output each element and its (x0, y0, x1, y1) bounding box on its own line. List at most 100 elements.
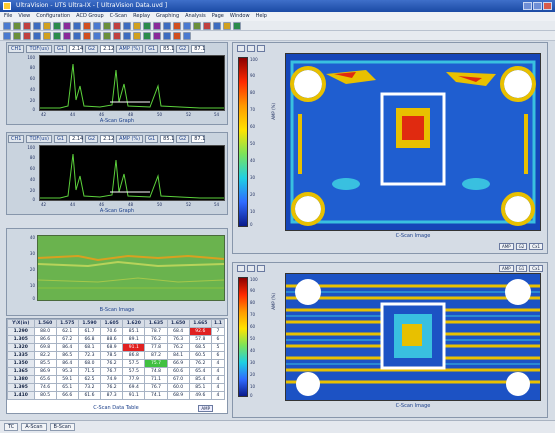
toolbar-button[interactable] (73, 32, 81, 40)
table-cell[interactable]: 85.4 (188, 375, 212, 384)
table-cell[interactable]: 60.0 (166, 383, 190, 392)
table-cell[interactable]: 76.2 (100, 359, 124, 368)
table-cell[interactable]: 74.9 (100, 375, 124, 384)
cursor-button[interactable] (247, 265, 255, 272)
toolbar-button[interactable] (83, 32, 91, 40)
table-row[interactable]: 1.320 69.8 86.4 68.1 68.9 91.1 77.8 76.2 68.5 5 (7, 343, 226, 352)
table-cell[interactable]: 76.7 (100, 367, 124, 376)
menu-replay[interactable]: Replay (133, 13, 151, 19)
toolbar-button[interactable] (193, 22, 201, 30)
toolbar-button[interactable] (93, 22, 101, 30)
toolbar-button[interactable] (133, 22, 141, 30)
toolbar-button[interactable] (123, 22, 131, 30)
c-scan-image[interactable] (285, 53, 541, 231)
table-cell[interactable]: 75.7 (144, 359, 168, 368)
zoom-button[interactable] (237, 45, 245, 52)
table-cell[interactable]: 60.5 (188, 351, 212, 360)
table-cell[interactable]: 76.3 (166, 335, 190, 344)
toolbar-button[interactable] (233, 22, 241, 30)
row-header-cell[interactable]: 1.380 (7, 375, 35, 384)
toolbar-button[interactable] (183, 32, 191, 40)
table-cell[interactable]: 57.5 (122, 359, 146, 368)
table-row[interactable]: 1.380 65.6 59.1 62.5 74.9 77.9 71.1 67.0 85.4 4 (7, 375, 226, 384)
table-cell[interactable]: 87.3 (100, 391, 124, 400)
toolbar-button[interactable] (53, 22, 61, 30)
toolbar-button[interactable] (173, 22, 181, 30)
table-row[interactable]: 1.350 85.5 86.4 68.0 76.2 57.5 75.7 66.9 76.2 4 (7, 359, 226, 368)
toolbar-button[interactable] (213, 22, 221, 30)
table-cell[interactable]: 89.1 (122, 335, 146, 344)
toolbar-button[interactable] (183, 22, 191, 30)
table-cell[interactable]: 76.2 (144, 335, 168, 344)
table-cell[interactable]: 4 (210, 383, 226, 392)
table-cell[interactable]: 95.3 (55, 367, 79, 376)
table-cell[interactable]: 59.1 (55, 375, 79, 384)
toolbar-button[interactable] (203, 22, 211, 30)
table-cell[interactable]: 49.6 (188, 391, 212, 400)
table-cell[interactable]: 65.6 (33, 375, 57, 384)
toolbar-button[interactable] (133, 32, 141, 40)
menu-acd-group[interactable]: ACD Group (76, 13, 104, 19)
table-cell[interactable]: 67.0 (166, 375, 190, 384)
table-row[interactable]: 1.395 74.6 65.1 73.2 76.2 69.4 76.7 60.0 85.1 4 (7, 383, 226, 392)
table-cell[interactable]: 86.5 (55, 351, 79, 360)
toolbar-button[interactable] (33, 32, 41, 40)
table-cell[interactable]: 76.7 (144, 383, 168, 392)
toolbar-button[interactable] (73, 22, 81, 30)
amp-selector[interactable]: AMP (499, 243, 514, 250)
toolbar-button[interactable] (93, 32, 101, 40)
table-cell[interactable]: 78.5 (100, 351, 124, 360)
table-cell[interactable]: 88.0 (33, 327, 57, 336)
zoom-selector[interactable]: Cx1 (529, 243, 543, 250)
toolbar-button[interactable] (23, 22, 31, 30)
cursor-button[interactable] (247, 45, 255, 52)
table-cell[interactable]: 91.1 (122, 343, 146, 352)
toolbar-button[interactable] (173, 32, 181, 40)
table-cell[interactable]: 61.6 (77, 391, 102, 400)
palette-button[interactable] (257, 45, 265, 52)
minimize-button[interactable] (523, 2, 532, 10)
table-cell[interactable]: 4 (210, 359, 226, 368)
table-cell[interactable]: 67.2 (55, 335, 79, 344)
table-row[interactable]: 1.335 82.2 86.5 72.3 78.5 86.8 87.2 84.1 60.5 6 (7, 351, 226, 360)
toolbar-button[interactable] (113, 22, 121, 30)
row-header-cell[interactable]: 1.320 (7, 343, 35, 352)
toolbar-button[interactable] (63, 22, 71, 30)
table-cell[interactable]: 68.5 (188, 343, 212, 352)
b-scan-image[interactable] (37, 235, 225, 301)
table-cell[interactable]: 68.4 (166, 327, 190, 336)
menu-window[interactable]: Window (229, 13, 250, 19)
table-cell[interactable]: 74.1 (144, 391, 168, 400)
toolbar-button[interactable] (143, 22, 151, 30)
table-cell[interactable]: 74.8 (144, 367, 168, 376)
gate-selector[interactable]: G1 (515, 265, 528, 272)
toolbar-button[interactable] (103, 32, 111, 40)
toolbar-button[interactable] (113, 32, 121, 40)
c-scan-image[interactable] (285, 273, 541, 401)
table-cell[interactable]: 86.6 (33, 335, 57, 344)
table-cell[interactable]: 85.1 (188, 383, 212, 392)
table-row[interactable]: 1.305 86.6 67.2 66.8 88.6 89.1 76.2 76.3 57.8 6 (7, 335, 226, 344)
table-cell[interactable]: 73.2 (77, 383, 102, 392)
menu-analysis[interactable]: Analysis (185, 13, 206, 19)
table-cell[interactable]: 92.6 (188, 327, 212, 336)
table-cell[interactable]: 6 (210, 335, 226, 344)
menu-configuration[interactable]: Configuration (36, 13, 71, 19)
toolbar-button[interactable] (163, 22, 171, 30)
table-cell[interactable]: 65.1 (55, 383, 79, 392)
toolbar-button[interactable] (53, 32, 61, 40)
table-cell[interactable]: 62.5 (77, 375, 102, 384)
toolbar-button[interactable] (123, 32, 131, 40)
amp-tag[interactable]: AMP (198, 405, 213, 412)
amp-selector[interactable]: AMP (499, 265, 514, 272)
table-cell[interactable]: 66.8 (77, 335, 102, 344)
table-cell[interactable]: 5 (210, 343, 226, 352)
menu-view[interactable]: View (18, 13, 31, 19)
zoom-button[interactable] (237, 265, 245, 272)
table-cell[interactable]: 68.9 (100, 343, 124, 352)
table-row[interactable]: 1.410 80.5 66.6 61.6 87.3 91.1 74.1 68.9 49.6 4 (7, 391, 226, 400)
status-tab-a-scan[interactable]: A-Scan (21, 423, 47, 431)
close-button[interactable] (543, 2, 552, 10)
table-cell[interactable]: 76.2 (188, 359, 212, 368)
table-cell[interactable]: 68.9 (166, 391, 190, 400)
